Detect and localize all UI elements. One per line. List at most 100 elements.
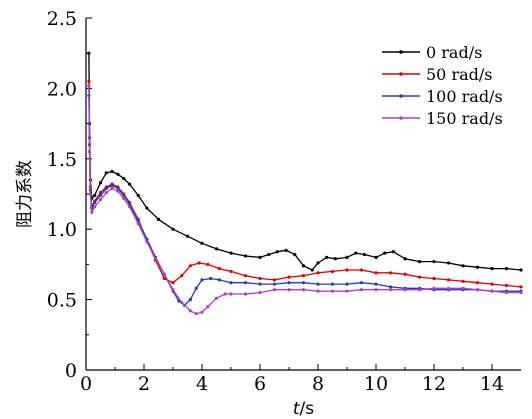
data-point [330, 289, 335, 293]
data-point [417, 259, 422, 264]
legend-item: 0 rad/s [382, 43, 482, 62]
data-point [287, 281, 291, 285]
x-tick-label: 4 [196, 373, 208, 395]
data-point [446, 278, 451, 282]
data-point [330, 282, 335, 286]
data-point [229, 281, 233, 285]
x-tick-label: 8 [312, 373, 324, 395]
data-point [185, 234, 190, 238]
data-point [171, 227, 175, 231]
legend: 0 rad/s 50 rad/s 100 rad/s 150 rad/s [382, 43, 503, 128]
y-tick-label: 2.5 [47, 8, 77, 30]
data-point [475, 288, 480, 292]
data-point [362, 252, 366, 257]
data-point [316, 282, 320, 286]
data-point [388, 285, 393, 289]
data-point [194, 312, 198, 316]
data-point [417, 288, 422, 292]
legend-marker [399, 94, 403, 98]
series-0 [87, 51, 523, 272]
data-point [243, 281, 248, 285]
data-point [359, 268, 364, 272]
data-point [206, 262, 210, 266]
x-tick-label: 6 [254, 373, 266, 395]
data-point [116, 186, 120, 190]
data-point [432, 276, 436, 281]
data-point [258, 276, 262, 281]
data-point [272, 288, 277, 292]
data-point [88, 192, 92, 196]
data-point [200, 310, 204, 314]
data-point [122, 176, 126, 181]
data-point [267, 252, 271, 257]
data-point [180, 300, 184, 305]
data-point [214, 247, 219, 251]
data-point [127, 182, 132, 186]
y-tick-label: 1.5 [47, 149, 77, 171]
data-point [156, 217, 161, 221]
data-point [87, 150, 92, 154]
data-point [206, 305, 210, 309]
legend-marker [399, 72, 403, 76]
data-point [258, 255, 262, 259]
series-3 [87, 83, 523, 316]
data-point [446, 261, 451, 265]
data-point [432, 286, 436, 290]
data-point [330, 269, 335, 274]
data-point [490, 282, 494, 286]
data-point [333, 257, 337, 261]
data-point [403, 272, 407, 276]
data-point [98, 198, 103, 202]
data-point [162, 272, 166, 276]
data-point [122, 193, 126, 198]
y-axis-title: 阻力系数 [15, 160, 35, 228]
legend-item: 50 rad/s [382, 65, 492, 84]
data-point [403, 257, 407, 261]
legend-label: 150 rad/s [426, 109, 503, 128]
data-point [272, 282, 277, 286]
data-point [188, 264, 192, 268]
data-point [287, 288, 291, 292]
data-point [519, 285, 523, 289]
data-point [200, 241, 204, 245]
data-point [374, 255, 378, 259]
data-point [93, 193, 97, 198]
legend-item: 150 rad/s [382, 109, 503, 128]
legend-item: 100 rad/s [382, 87, 503, 106]
data-point [383, 251, 387, 255]
data-point [93, 200, 97, 205]
data-point [116, 189, 120, 193]
data-point [345, 255, 349, 259]
data-point [475, 281, 480, 285]
data-point [504, 283, 509, 288]
x-tick-label: 14 [480, 373, 504, 395]
y-tick-label: 0.5 [47, 290, 77, 312]
data-point [188, 298, 192, 302]
data-point [127, 205, 132, 209]
y-tick-label: 1.0 [47, 219, 77, 241]
data-point [229, 251, 233, 255]
data-point [359, 288, 364, 292]
data-point [200, 278, 204, 282]
data-point [180, 274, 184, 278]
plot-area: 0 2 4 6 8 10 12 14 0 0.5 1.0 1.5 2.0 2.5 [47, 8, 523, 395]
data-point [110, 183, 114, 188]
series-layer [87, 51, 523, 316]
data-point [87, 79, 91, 83]
data-point [461, 264, 465, 268]
data-point [93, 205, 97, 209]
data-point [104, 190, 108, 195]
data-point [475, 265, 480, 269]
data-point [388, 271, 393, 275]
data-point [98, 193, 103, 198]
data-point [504, 267, 509, 271]
data-point [301, 288, 306, 292]
data-point [188, 309, 192, 313]
data-point [110, 186, 114, 190]
data-point [490, 289, 494, 293]
data-point [154, 257, 158, 261]
data-point [243, 254, 248, 258]
data-point [223, 292, 227, 296]
data-point [229, 269, 233, 274]
data-point [116, 172, 120, 176]
